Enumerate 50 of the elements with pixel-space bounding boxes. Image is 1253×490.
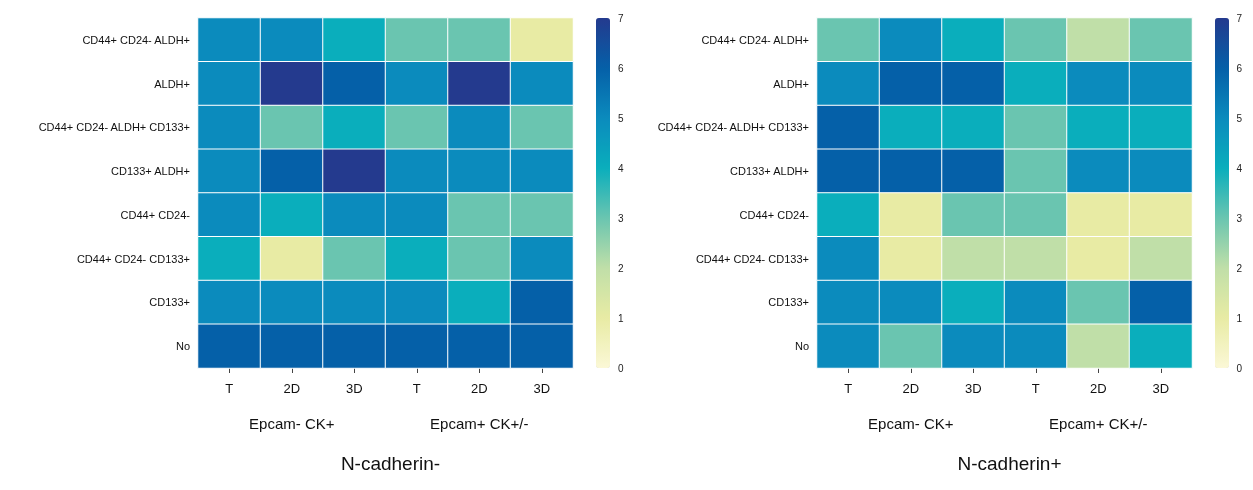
color-bar-label: 0	[1236, 362, 1243, 374]
text: Epcam- CK+	[249, 415, 335, 432]
text: Epcam- CK+	[868, 415, 954, 432]
x-tick-label: T	[844, 381, 853, 396]
color-bar-label: 3	[1236, 212, 1243, 224]
y-tick-label: CD133+ ALDH+	[730, 165, 809, 178]
x-tick-label: 2D	[283, 381, 301, 396]
text: N-cadherin-	[340, 453, 441, 474]
color-bar-label: 2	[1236, 262, 1243, 274]
y-tick-label: ALDH+	[773, 77, 809, 90]
y-tick-label: CD133+	[149, 296, 190, 309]
y-tick-label: ALDH+	[154, 77, 190, 90]
y-tick-label: CD44+ CD24- ALDH+	[701, 33, 809, 46]
color-bar-label: 4	[618, 162, 624, 174]
color-bar-label: 6	[618, 62, 624, 74]
x-tick-label: 2D	[902, 381, 920, 396]
color-bar-label: 0	[618, 362, 624, 374]
x-tick-label: T	[1031, 381, 1040, 396]
x-tick-label: T	[225, 381, 234, 396]
y-tick-label: CD44+ CD24-	[120, 208, 191, 221]
color-bar-label: 1	[618, 312, 624, 324]
y-tick-label: CD44+ CD24-	[739, 208, 810, 221]
color-bar-label: 4	[1236, 162, 1243, 174]
x-tick-label: 3D	[345, 381, 363, 396]
x-tick-label: 3D	[533, 381, 551, 396]
y-tick-label: CD44+ CD24- ALDH+ CD133+	[657, 121, 809, 134]
y-tick-label: No	[794, 340, 809, 353]
color-bar-label: 2	[618, 262, 624, 274]
x-tick-label: 3D	[964, 381, 982, 396]
text: Epcam+ CK+/-	[1049, 415, 1148, 432]
text: Epcam+ CK+/-	[430, 415, 529, 432]
text: N-cadherin+	[957, 453, 1062, 474]
color-bar-label: 6	[1236, 62, 1243, 74]
color-bar-label: 7	[618, 12, 624, 24]
y-tick-label: CD44+ CD24- ALDH+	[82, 33, 190, 46]
y-tick-label: No	[175, 340, 190, 353]
y-tick-label: CD44+ CD24- CD133+	[76, 252, 190, 265]
x-tick-label: 2D	[470, 381, 488, 396]
y-tick-label: CD44+ CD24- CD133+	[695, 252, 809, 265]
color-bar-label: 7	[1236, 12, 1243, 24]
color-bar-label: 3	[618, 212, 624, 224]
color-bar-label: 5	[618, 112, 624, 124]
color-bar-label: 5	[1236, 112, 1243, 124]
y-tick-label: CD133+ ALDH+	[111, 165, 190, 178]
y-tick-label: CD133+	[768, 296, 809, 309]
x-tick-label: T	[412, 381, 421, 396]
color-bar-label: 1	[1236, 312, 1243, 324]
x-tick-label: 2D	[1089, 381, 1107, 396]
y-tick-label: CD44+ CD24- ALDH+ CD133+	[38, 121, 190, 134]
x-tick-label: 3D	[1152, 381, 1170, 396]
